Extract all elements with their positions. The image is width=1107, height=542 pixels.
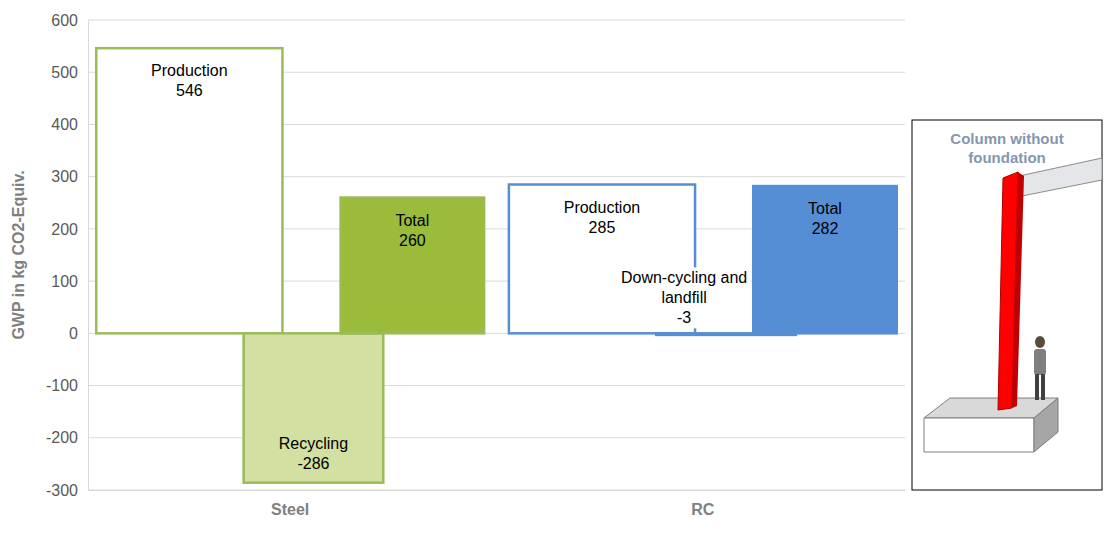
- grid-line: [88, 385, 905, 386]
- bar: [753, 186, 897, 333]
- bar: [341, 198, 485, 334]
- bar-name-line: landfill: [661, 289, 706, 306]
- y-axis: -300 -200 -100 0 100 200 300 400 500 600: [46, 12, 89, 499]
- foundation-side: [1034, 398, 1058, 452]
- x-tick: Steel: [271, 490, 309, 518]
- y-tick: 200: [51, 221, 88, 238]
- bars: [96, 48, 896, 482]
- y-tick: 400: [51, 116, 88, 133]
- bar-name-line: Down-cycling and: [621, 269, 747, 286]
- bar-name-line: Production: [151, 62, 228, 79]
- grid-line: [88, 490, 905, 491]
- bar: [96, 48, 282, 333]
- bar-label: Down-cycling and landfill -3: [618, 267, 750, 328]
- y-tick-label: 100: [51, 273, 78, 290]
- bar-value-label: -286: [297, 455, 329, 472]
- bar-label: Total 260: [395, 212, 429, 249]
- person-leg: [1035, 374, 1039, 400]
- column-side: [1012, 172, 1024, 408]
- bar-name-line: Production: [564, 199, 641, 216]
- y-tick-label: 500: [51, 64, 78, 81]
- bar-label: Production 285: [564, 199, 641, 236]
- chart: -300 -200 -100 0 100 200 300 400 500 600 GWP in kg…: [0, 0, 1107, 542]
- x-tick-label: Steel: [271, 501, 309, 518]
- inset-title: Column without foundation: [950, 130, 1063, 166]
- bar-name-label: Total: [808, 200, 842, 217]
- y-tick: 0: [69, 325, 88, 342]
- bar-name-label: Down-cycling and landfill: [621, 269, 747, 306]
- inset-title-line: Column without: [950, 130, 1063, 147]
- y-tick: 100: [51, 273, 88, 290]
- bar-value-label: -3: [677, 309, 691, 326]
- y-tick-label: 600: [51, 12, 78, 29]
- x-axis: Steel RC: [89, 490, 906, 518]
- y-axis-line: [88, 21, 89, 491]
- y-tick-label: 200: [51, 221, 78, 238]
- person: [1034, 336, 1046, 400]
- bar-value-label: 282: [812, 220, 839, 237]
- person-head: [1035, 336, 1045, 348]
- x-axis-line: [89, 490, 906, 491]
- bar-name-line: Total: [808, 200, 842, 217]
- inset-title-line: foundation: [968, 149, 1045, 166]
- bar-label: Total 282: [808, 200, 842, 237]
- person-body: [1034, 349, 1046, 375]
- bar-name-label: Total: [395, 212, 429, 229]
- y-tick-label: 400: [51, 116, 78, 133]
- bar-label: Recycling -286: [279, 435, 348, 472]
- y-tick-label: 300: [51, 168, 78, 185]
- y-axis-title: GWP in kg CO2-Equiv.: [10, 170, 27, 339]
- bar-value-label: 285: [589, 219, 616, 236]
- y-tick-label: -200: [46, 429, 78, 446]
- foundation-front: [924, 418, 1034, 452]
- data-labels: Production 546 Production 285 Recycling -286 D…: [151, 62, 842, 471]
- bar-value-label: 546: [176, 82, 203, 99]
- y-tick: -200: [46, 429, 88, 446]
- inset: Column without foundation: [912, 120, 1102, 490]
- y-tick: -100: [46, 377, 88, 394]
- bar-name-line: Total: [395, 212, 429, 229]
- y-tick-label: -100: [46, 377, 78, 394]
- grid-line: [88, 20, 905, 21]
- bar: [244, 333, 384, 482]
- y-tick-label: 0: [69, 325, 78, 342]
- person-leg: [1041, 374, 1045, 400]
- y-tick: 500: [51, 64, 88, 81]
- bar-value-label: 260: [399, 232, 426, 249]
- bar-label: Production 546: [151, 62, 228, 99]
- bar-name-label: Production: [151, 62, 228, 79]
- x-tick-label: RC: [691, 501, 715, 518]
- y-tick: 300: [51, 168, 88, 185]
- bar-name-label: Production: [564, 199, 641, 216]
- grid-line: [88, 437, 905, 438]
- bar-name-line: Recycling: [279, 435, 348, 452]
- x-tick: RC: [691, 490, 715, 518]
- bar-name-label: Recycling: [279, 435, 348, 452]
- y-tick: 600: [51, 12, 88, 29]
- label-patch: [618, 267, 750, 328]
- inset-frame: [912, 120, 1102, 490]
- grid: [88, 20, 905, 490]
- y-tick-label: -300: [46, 482, 78, 499]
- y-tick: -300: [46, 482, 88, 499]
